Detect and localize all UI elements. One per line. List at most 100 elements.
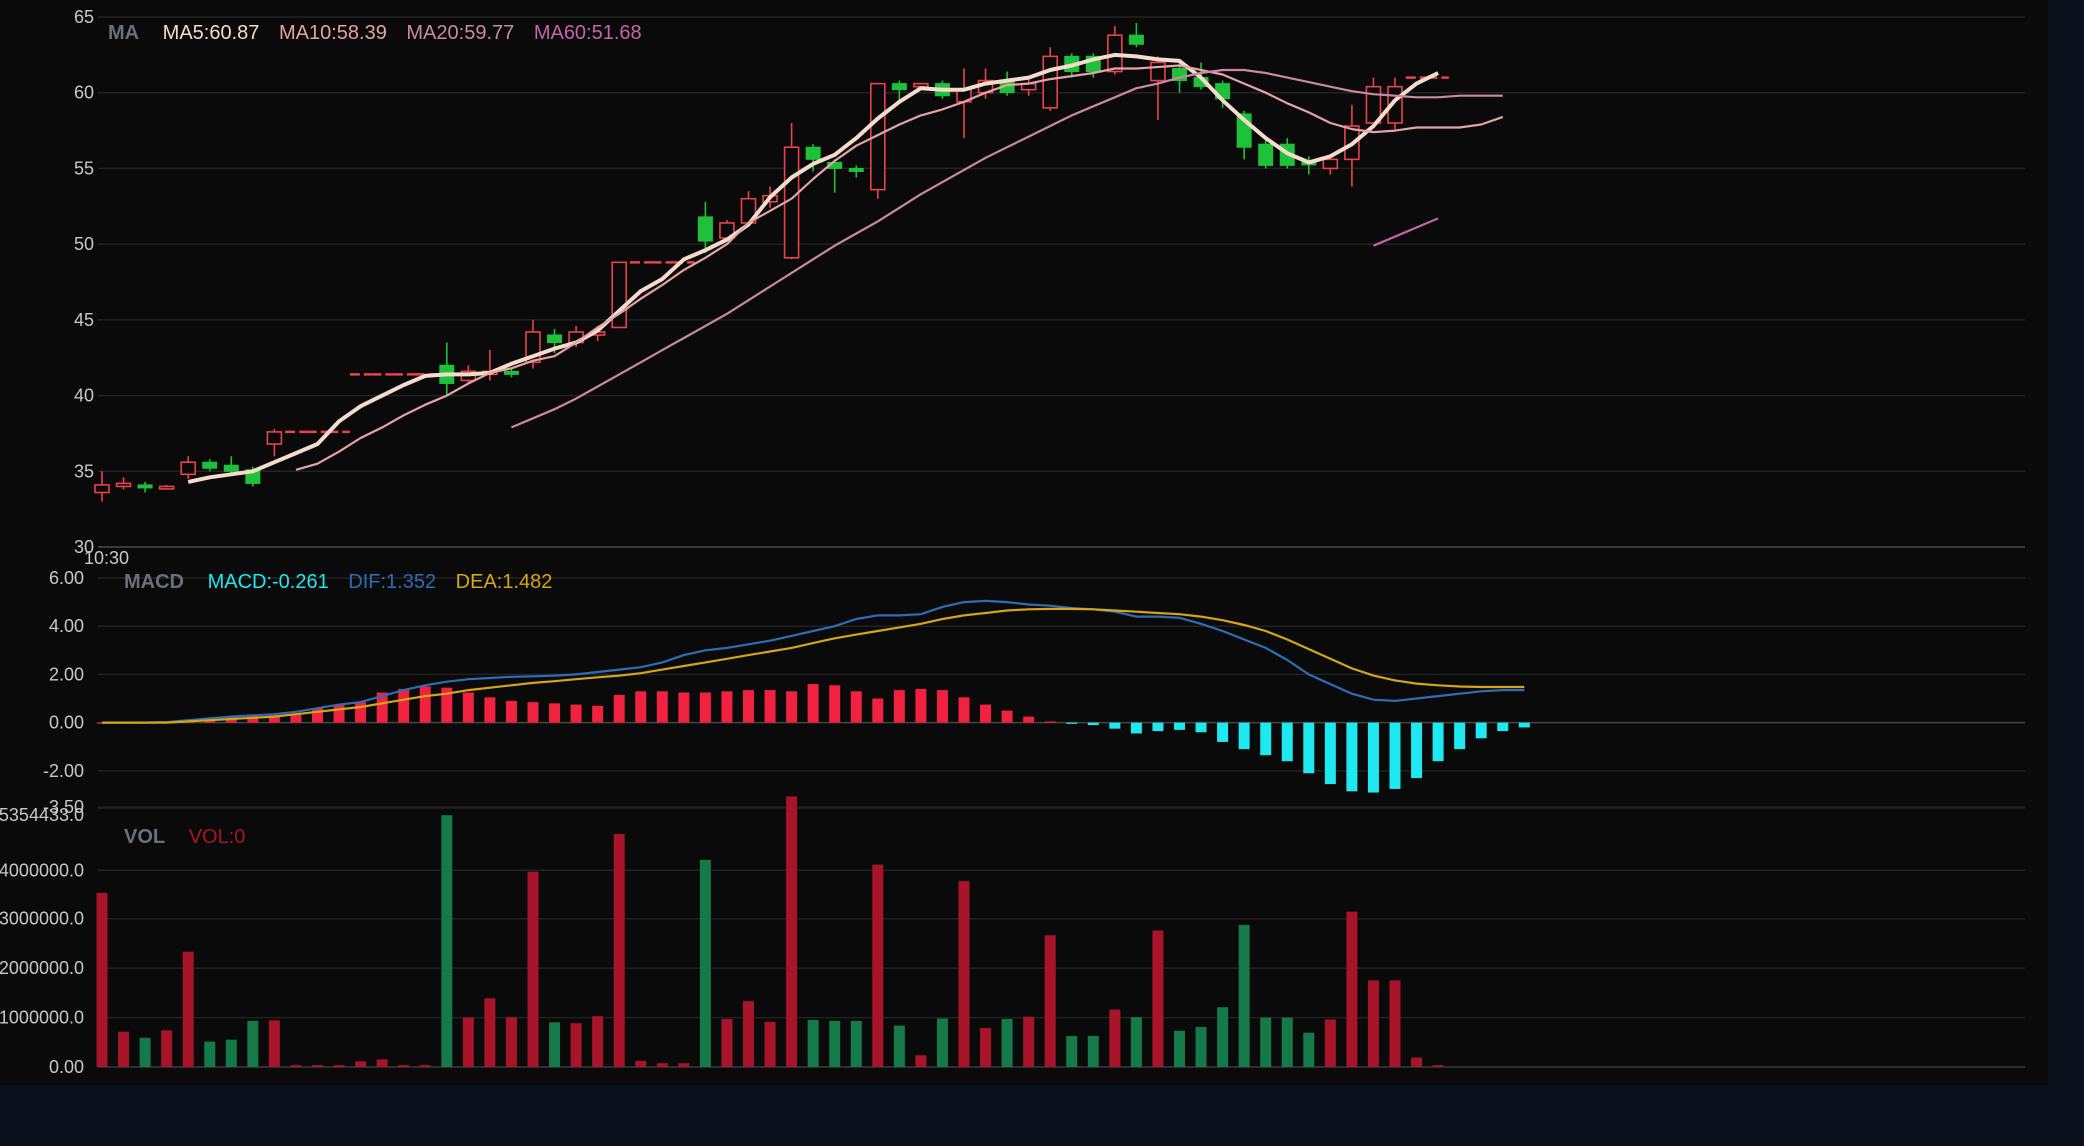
vol-bar xyxy=(225,1039,237,1067)
candle xyxy=(848,167,864,172)
macd-tick-label: -3.50 xyxy=(43,797,84,817)
macd-bar xyxy=(829,685,841,723)
vol-bar xyxy=(613,834,625,1067)
macd-bar xyxy=(850,691,862,723)
macd-bar xyxy=(635,691,647,723)
vol-bar xyxy=(441,815,453,1067)
macd-bar xyxy=(721,691,733,723)
macd-bar xyxy=(958,697,970,723)
vol-bar xyxy=(1174,1030,1185,1067)
vol-bar xyxy=(764,1021,776,1067)
macd-bar xyxy=(376,692,388,723)
vol-bar xyxy=(161,1030,173,1067)
macd-bar xyxy=(1432,722,1444,762)
vol-bar xyxy=(333,1065,345,1067)
macd-bar xyxy=(1454,722,1466,750)
macd-grid xyxy=(98,577,2025,808)
candle xyxy=(180,461,196,476)
vol-bar xyxy=(505,1017,517,1067)
dea-legend: DEA:1.482 xyxy=(455,571,553,593)
candle xyxy=(891,83,907,91)
macd-bar xyxy=(1260,722,1272,756)
price-y-axis: 65 60 55 50 45 40 35 30 xyxy=(74,7,94,557)
vol-bar xyxy=(570,1023,582,1067)
vol-bar xyxy=(1066,1035,1078,1067)
macd-value-legend: MACD:-0.261 xyxy=(207,571,329,593)
macd-bar xyxy=(1411,722,1423,779)
macd-bar xyxy=(1195,722,1207,733)
macd-histogram xyxy=(96,684,1530,793)
macd-bar xyxy=(1044,721,1056,723)
macd-bar xyxy=(656,691,668,723)
macd-bar xyxy=(1324,722,1336,785)
candle xyxy=(503,370,519,375)
ma10-legend: MA10:58.39 xyxy=(278,22,387,44)
macd-bar xyxy=(527,702,539,723)
vol-bar xyxy=(1260,1017,1272,1067)
macd-bar xyxy=(1066,722,1078,724)
price-candles xyxy=(94,23,1449,502)
macd-bar xyxy=(1174,722,1185,730)
vol-bar xyxy=(247,1020,259,1067)
vol-bar xyxy=(419,1065,431,1067)
price-tick-label: 50 xyxy=(74,234,94,254)
macd-bar xyxy=(678,692,690,723)
vol-bar xyxy=(1281,1017,1293,1067)
macd-y-axis: 6.00 4.00 2.00 0.00 -2.00 -3.50 xyxy=(43,568,84,817)
macd-bar xyxy=(872,698,884,723)
ma-legend: MA MA5:60.87 MA10:58.39 MA20:59.77 MA60:… xyxy=(108,22,656,45)
price-ma-lines xyxy=(187,52,1504,484)
macd-bar xyxy=(1281,722,1293,762)
macd-bar xyxy=(1346,722,1358,792)
vol-bar xyxy=(1432,1065,1444,1067)
macd-bar xyxy=(1023,716,1035,723)
macd-bar xyxy=(1087,722,1099,726)
vol-bar xyxy=(1130,1017,1142,1067)
vol-bar xyxy=(678,1063,690,1067)
candle xyxy=(697,216,713,242)
candle xyxy=(202,461,218,469)
macd-bar xyxy=(592,705,604,723)
vol-bar xyxy=(1044,935,1056,1067)
vol-legend-tag: VOL xyxy=(124,826,166,848)
vol-bar xyxy=(376,1059,388,1067)
price-grid xyxy=(98,16,2025,548)
vol-bar xyxy=(592,1016,604,1067)
macd-bar xyxy=(333,704,345,723)
macd-bar xyxy=(743,690,754,723)
ma5-line xyxy=(187,52,1439,484)
vol-legend: VOL VOL:0 xyxy=(124,826,259,849)
vol-bar xyxy=(743,1001,754,1067)
price-tick-label: 55 xyxy=(74,158,94,178)
candle xyxy=(1322,158,1339,170)
candle xyxy=(1128,34,1144,45)
chart-container: 65 60 55 50 45 40 35 30 6.00 4.00 2.00 0.00 -2.00 -3… xyxy=(0,0,2048,1085)
macd-bar xyxy=(1475,722,1487,739)
ma60-line xyxy=(1373,217,1439,247)
macd-bar xyxy=(355,702,367,723)
vol-bar xyxy=(958,881,970,1067)
macd-lines xyxy=(102,599,1525,724)
vol-tick-label: 5354433.0 xyxy=(0,805,84,825)
vol-bar xyxy=(527,871,539,1067)
chart-svg: 65 60 55 50 45 40 35 30 6.00 4.00 2.00 0.00 -2.00 -3… xyxy=(0,7,2025,1077)
macd-bar xyxy=(936,690,948,723)
price-tick-label: 45 xyxy=(74,310,94,330)
vol-bar xyxy=(398,1065,410,1067)
vol-tick-label: 3000000.0 xyxy=(0,909,84,929)
vol-grid xyxy=(98,807,2025,1068)
vol-bar xyxy=(699,859,711,1067)
macd-bar xyxy=(893,690,905,723)
macd-bar xyxy=(419,686,431,723)
vol-bar xyxy=(204,1041,216,1067)
macd-bar xyxy=(268,715,280,723)
macd-bar xyxy=(462,692,474,723)
macd-bar xyxy=(312,708,323,723)
vol-bar xyxy=(721,1018,733,1067)
candle xyxy=(547,334,563,344)
macd-bar xyxy=(980,704,992,723)
macd-bar xyxy=(764,690,776,723)
dea-line xyxy=(102,607,1525,724)
vol-bar xyxy=(549,1022,561,1067)
vol-bar xyxy=(1411,1057,1423,1067)
